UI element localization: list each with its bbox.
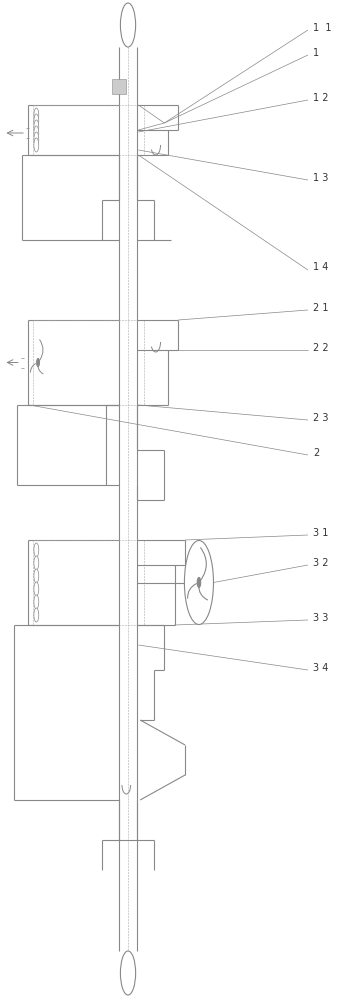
Text: 3 3: 3 3 — [313, 613, 328, 623]
Text: 2 1: 2 1 — [313, 303, 329, 313]
Circle shape — [34, 556, 39, 570]
Circle shape — [34, 108, 39, 122]
Circle shape — [34, 126, 39, 140]
Circle shape — [34, 595, 39, 609]
Text: 3 4: 3 4 — [313, 663, 328, 673]
Circle shape — [34, 569, 39, 583]
Circle shape — [34, 120, 39, 134]
Circle shape — [34, 114, 39, 128]
Text: 2 2: 2 2 — [313, 343, 329, 353]
Circle shape — [34, 608, 39, 622]
Text: 1 3: 1 3 — [313, 173, 328, 183]
Text: 1 4: 1 4 — [313, 262, 328, 272]
Circle shape — [120, 951, 136, 995]
Text: 3 2: 3 2 — [313, 558, 329, 568]
Circle shape — [37, 359, 39, 366]
Circle shape — [34, 582, 39, 596]
Text: 1 2: 1 2 — [313, 93, 329, 103]
Bar — [112, 79, 126, 94]
Circle shape — [34, 132, 39, 146]
Text: 3 1: 3 1 — [313, 528, 328, 538]
Circle shape — [120, 3, 136, 47]
Circle shape — [197, 578, 201, 587]
Text: 1  1: 1 1 — [313, 23, 331, 33]
Text: 1: 1 — [313, 48, 319, 58]
Circle shape — [184, 540, 213, 624]
Text: 2: 2 — [313, 448, 319, 458]
Circle shape — [34, 138, 39, 152]
Text: 2 3: 2 3 — [313, 413, 329, 423]
Circle shape — [34, 543, 39, 557]
